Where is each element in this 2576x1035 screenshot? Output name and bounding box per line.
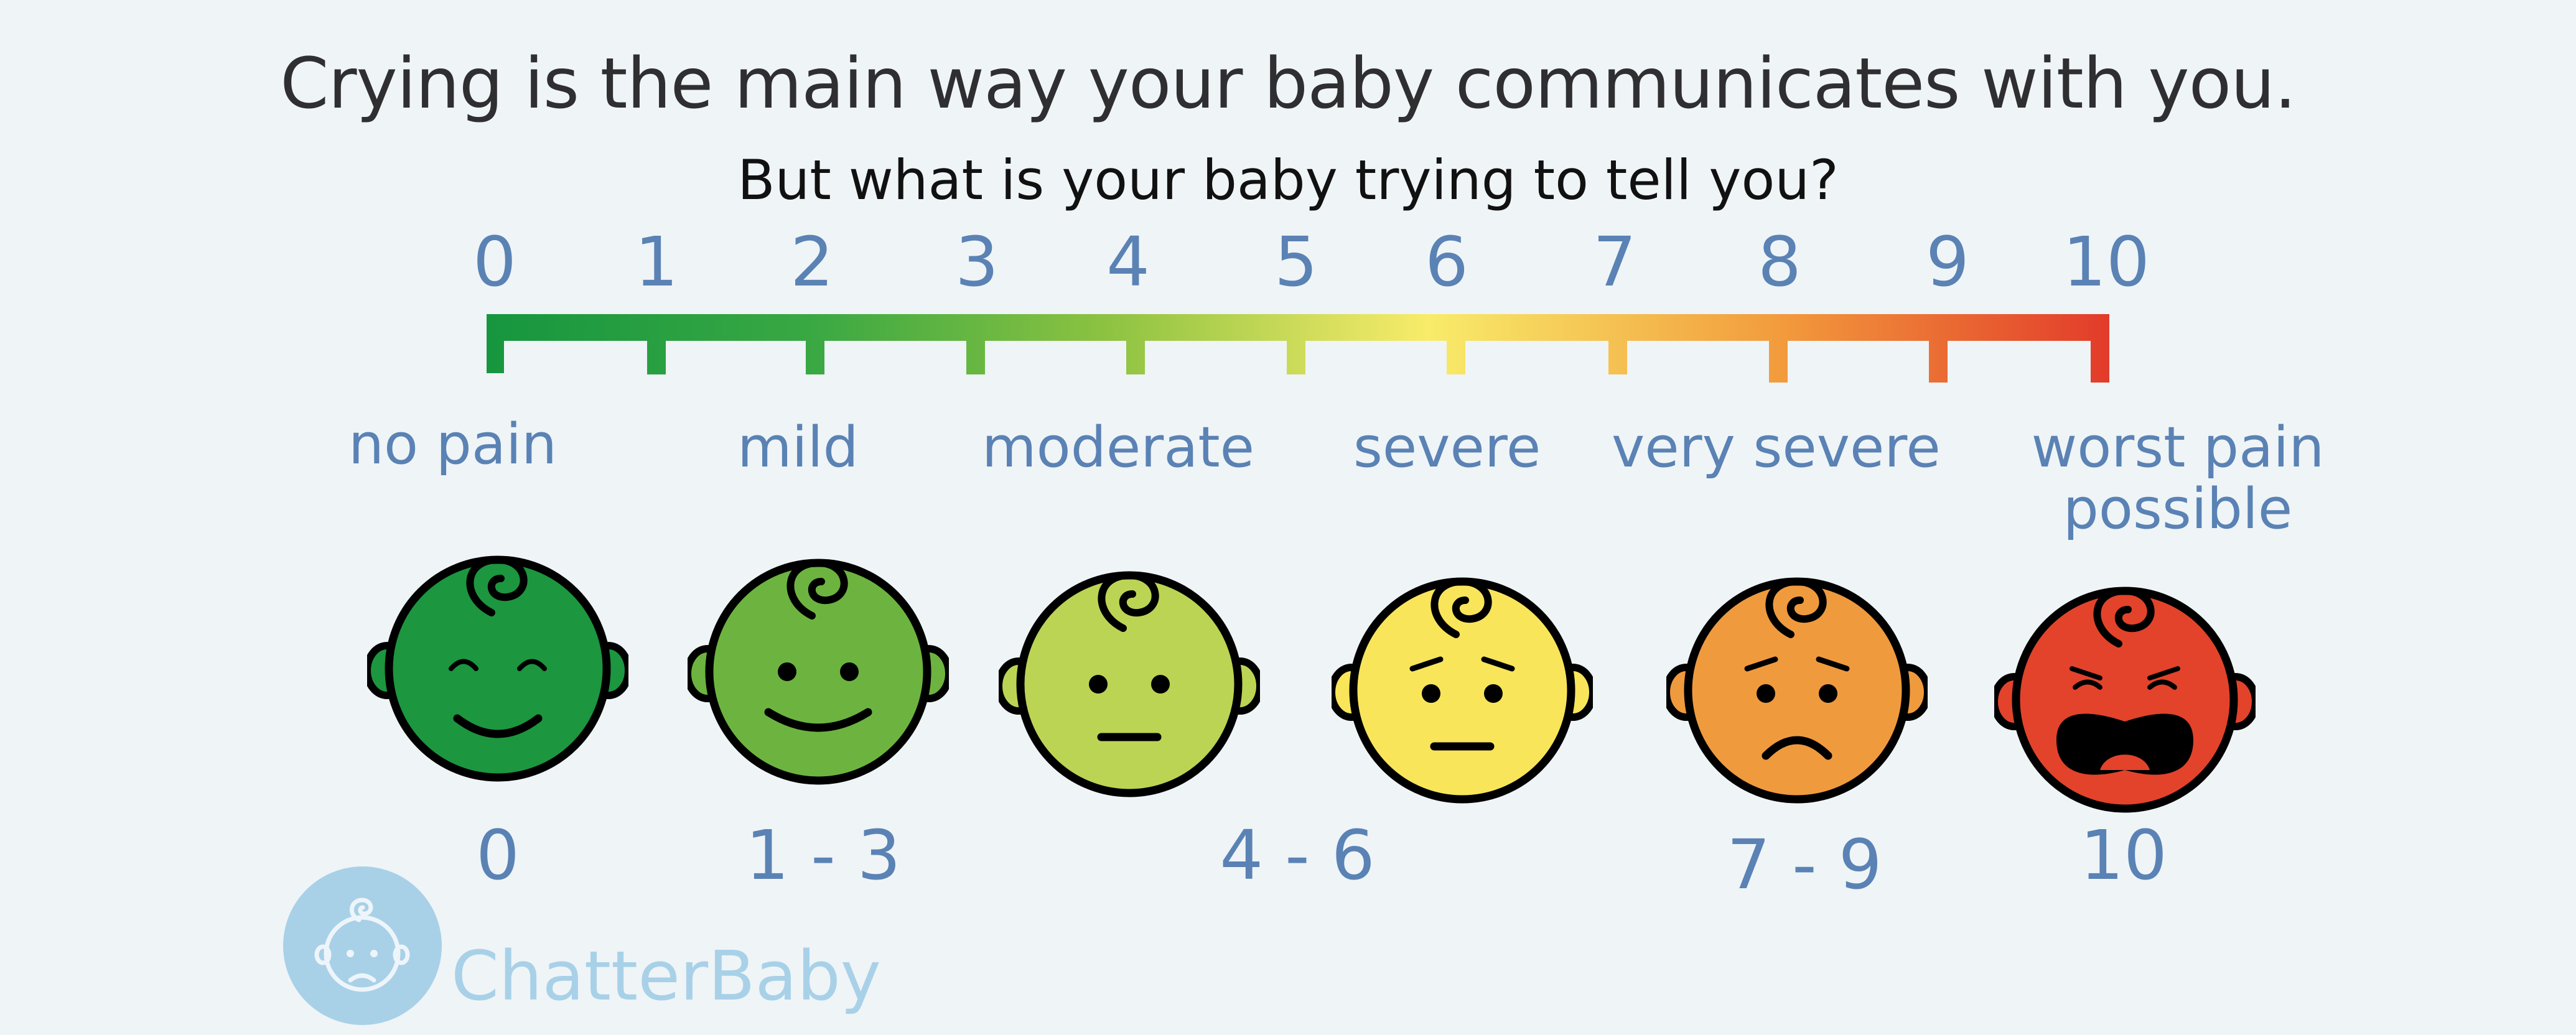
range-label-0: 0 <box>476 815 520 895</box>
label-no-pain: no pain <box>348 412 558 477</box>
scale-number-3: 3 <box>955 222 999 302</box>
scale-tick-6 <box>1447 336 1465 374</box>
label-mild: mild <box>737 415 859 480</box>
neutral-face-icon <box>999 571 1260 797</box>
worried-face-icon <box>1332 577 1593 804</box>
scale-number-9: 9 <box>1926 222 1969 302</box>
scale-number-7: 7 <box>1593 222 1636 302</box>
label-severe: severe <box>1353 415 1541 480</box>
scale-tick-7 <box>1608 336 1627 374</box>
subheadline: But what is your baby trying to tell you… <box>737 148 1839 212</box>
label-very-severe: very severe <box>1612 415 1941 480</box>
scale-tick-9 <box>1929 336 1948 383</box>
range-label-7-9: 7 - 9 <box>1727 825 1882 904</box>
range-label-1-3: 1 - 3 <box>745 815 901 895</box>
chatterbaby-logo-icon <box>283 866 442 1025</box>
scale-number-1: 1 <box>635 222 678 302</box>
smiling-face-icon <box>688 559 949 785</box>
range-label-4-6: 4 - 6 <box>1220 815 1375 895</box>
scale-number-6: 6 <box>1425 222 1468 302</box>
scale-number-8: 8 <box>1758 222 1801 302</box>
scale-tick-5 <box>1287 336 1305 374</box>
headline: Crying is the main way your baby communi… <box>280 44 2296 124</box>
scale-number-2: 2 <box>790 222 834 302</box>
happy-closed-eyes-face-icon <box>367 555 628 782</box>
scale-bar-line <box>487 314 2109 383</box>
scale-number-10: 10 <box>2063 222 2150 302</box>
scale-tick-4 <box>1126 336 1145 374</box>
pain-scale-bar <box>487 314 2109 383</box>
scale-tick-3 <box>966 336 985 374</box>
label-worst-pain-line1: worst pain <box>2031 415 2325 480</box>
scale-number-0: 0 <box>473 222 516 302</box>
scale-number-5: 5 <box>1274 222 1318 302</box>
sad-face-icon <box>1666 577 1928 804</box>
range-label-10: 10 <box>2080 815 2167 895</box>
label-worst-pain-line2: possible <box>2063 476 2293 542</box>
crying-face-icon <box>1994 587 2256 813</box>
brand-name: ChatterBaby <box>451 936 881 1016</box>
scale-number-4: 4 <box>1106 222 1150 302</box>
label-moderate: moderate <box>982 415 1255 480</box>
scale-tick-8 <box>1769 336 1788 383</box>
label-worst-pain: worst pain possible <box>2010 417 2346 540</box>
scale-tick-2 <box>806 336 824 374</box>
scale-tick-1 <box>647 336 666 374</box>
